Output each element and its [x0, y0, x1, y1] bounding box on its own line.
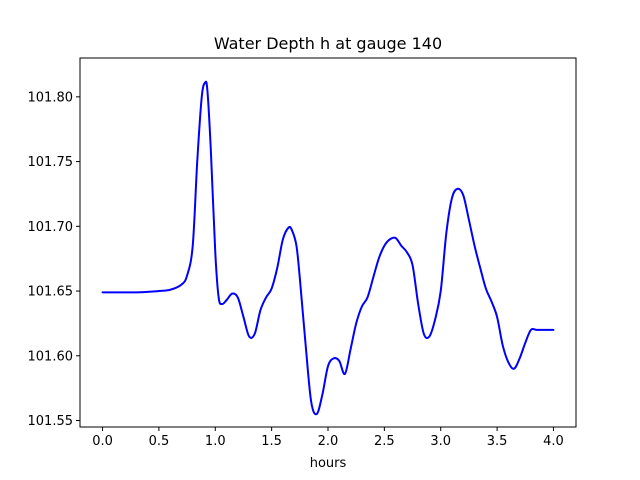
x-tick-label: 1.0: [205, 434, 226, 449]
x-tick-label: 2.0: [318, 434, 339, 449]
x-tick-label: 2.5: [374, 434, 395, 449]
y-tick-label: 101.80: [28, 90, 74, 105]
x-axis-ticks: 0.0 0.5 1.0 1.5 2.0 2.5 3.0 3.5 4.0: [92, 427, 564, 449]
series-line: [101, 80, 555, 416]
y-tick-label: 101.75: [28, 155, 74, 170]
x-tick-label: 0.0: [92, 434, 113, 449]
x-tick-label: 3.0: [430, 434, 451, 449]
plot-frame: [79, 57, 577, 428]
x-tick-label: 3.5: [487, 434, 508, 449]
chart-title: Water Depth h at gauge 140: [214, 34, 442, 53]
y-tick-label: 101.55: [28, 414, 74, 429]
y-tick-label: 101.70: [28, 220, 74, 235]
y-axis-ticks: 101.55 101.60 101.65 101.70 101.75 101.80: [28, 90, 80, 429]
x-tick-label: 4.0: [543, 434, 564, 449]
y-tick-label: 101.60: [28, 349, 74, 364]
x-tick-label: 1.5: [261, 434, 282, 449]
x-tick-label: 0.5: [149, 434, 170, 449]
x-axis-label: hours: [310, 456, 347, 471]
y-tick-label: 101.65: [28, 285, 74, 300]
